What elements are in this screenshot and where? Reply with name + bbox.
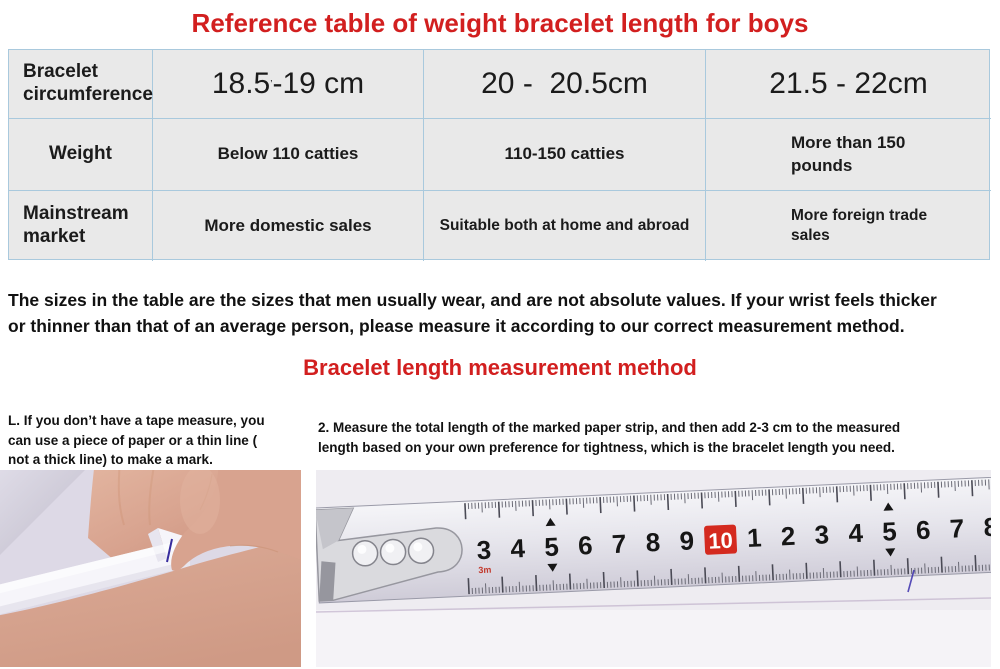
svg-text:3: 3 [814,519,830,550]
svg-text:6: 6 [915,515,931,546]
svg-text:9: 9 [679,525,695,556]
svg-text:1: 1 [746,522,762,553]
svg-text:5: 5 [544,532,560,563]
svg-text:3: 3 [476,535,492,566]
svg-text:7: 7 [611,528,627,559]
svg-text:8: 8 [983,512,991,543]
svg-text:7: 7 [949,513,965,544]
svg-text:8: 8 [645,527,661,558]
svg-text:5: 5 [882,516,898,547]
svg-text:4: 4 [848,518,864,549]
svg-text:4: 4 [510,533,526,564]
svg-text:2: 2 [780,521,796,552]
svg-text:10: 10 [708,528,734,554]
svg-text:3m: 3m [478,565,491,576]
svg-text:6: 6 [577,530,593,561]
